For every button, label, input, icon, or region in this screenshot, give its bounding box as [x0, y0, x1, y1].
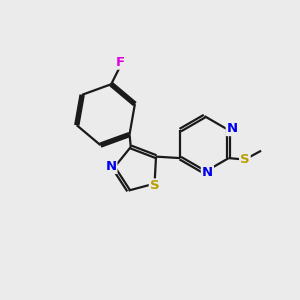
Text: S: S: [150, 179, 159, 192]
Text: F: F: [116, 56, 124, 69]
Text: N: N: [105, 160, 116, 173]
Text: N: N: [227, 122, 238, 135]
Text: S: S: [240, 153, 250, 166]
Text: N: N: [202, 166, 213, 179]
